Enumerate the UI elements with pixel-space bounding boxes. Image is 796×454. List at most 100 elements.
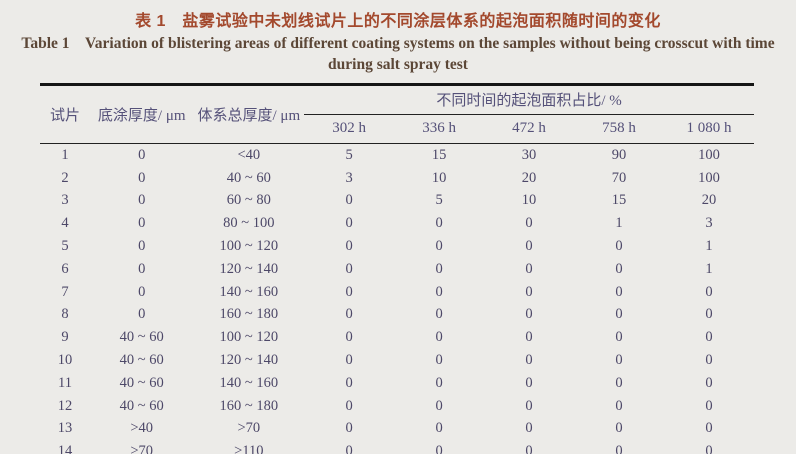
header-time-1080h: 1 080 h xyxy=(663,114,754,144)
table-title-english-line1: Table 1 Variation of blistering areas of… xyxy=(21,35,775,52)
table-cell: 0 xyxy=(435,443,443,454)
table-cell: <40 xyxy=(237,146,261,163)
table-cell: 0 xyxy=(615,260,623,277)
table-cell: 0 xyxy=(138,260,146,277)
table-cell: 5 xyxy=(61,238,69,255)
table-row: 2 0 40 ~ 60 3 10 20 70 100 xyxy=(40,167,754,190)
table-cell: 0 xyxy=(705,374,713,391)
table-cell: 100 xyxy=(698,146,720,163)
table-cell: 0 xyxy=(615,283,623,300)
header-sample: 试片 xyxy=(40,84,90,144)
table-cell: 30 xyxy=(521,146,537,163)
table-cell: 15 xyxy=(431,146,447,163)
table-cell: 0 xyxy=(525,397,533,414)
header-total-thickness: 体系总厚度/ μm xyxy=(193,84,305,144)
table-cell: 0 xyxy=(345,443,353,454)
table-row: 6 0 120 ~ 140 0 0 0 0 1 xyxy=(40,258,754,281)
table-cell: 160 ~ 180 xyxy=(219,397,279,414)
table-cell: 0 xyxy=(345,420,353,437)
table-cell: 0 xyxy=(345,192,353,209)
table-title-english-line2: during salt spray test xyxy=(328,55,468,73)
table-cell: 0 xyxy=(615,352,623,369)
table-row: 9 40 ~ 60 100 ~ 120 0 0 0 0 0 xyxy=(40,326,754,349)
table-cell: 1 xyxy=(61,146,69,163)
table-cell: 0 xyxy=(705,283,713,300)
table-cell: >40 xyxy=(130,420,154,437)
table-row: 7 0 140 ~ 160 0 0 0 0 0 xyxy=(40,281,754,304)
table-cell: 0 xyxy=(615,306,623,323)
table-cell: 0 xyxy=(525,374,533,391)
table-cell: 100 ~ 120 xyxy=(219,329,279,346)
table-row: 4 0 80 ~ 100 0 0 0 1 3 xyxy=(40,212,754,235)
table-cell: 8 xyxy=(61,306,69,323)
table-cell: 0 xyxy=(345,260,353,277)
table-cell: 10 xyxy=(431,169,447,186)
table-cell: >110 xyxy=(234,443,264,454)
table-cell: 120 ~ 140 xyxy=(219,260,279,277)
table-row: 11 40 ~ 60 140 ~ 160 0 0 0 0 0 xyxy=(40,372,754,395)
table-cell: 0 xyxy=(435,352,443,369)
table-cell: 0 xyxy=(435,420,443,437)
header-time-302h: 302 h xyxy=(304,114,395,144)
table-cell: 60 ~ 80 xyxy=(226,192,271,209)
table-cell: 2 xyxy=(61,169,69,186)
data-table-wrapper: 试片 底涂厚度/ μm 体系总厚度/ μm 不同时间的起泡面积占比/ % 302… xyxy=(40,82,754,454)
table-cell: 0 xyxy=(615,397,623,414)
table-cell: 0 xyxy=(435,329,443,346)
table-row: 14 >70 >110 0 0 0 0 0 xyxy=(40,440,754,454)
table-cell: 0 xyxy=(345,283,353,300)
table-cell: 0 xyxy=(705,443,713,454)
table-cell: 0 xyxy=(345,352,353,369)
table-cell: 0 xyxy=(525,260,533,277)
blistering-data-table: 试片 底涂厚度/ μm 体系总厚度/ μm 不同时间的起泡面积占比/ % 302… xyxy=(40,82,754,454)
table-cell: 0 xyxy=(615,329,623,346)
table-body: 1 0 <40 5 15 30 90 100 2 0 40 ~ 60 3 10 20 70 100 3 0 60 ~… xyxy=(40,143,754,454)
table-cell: 160 ~ 180 xyxy=(219,306,279,323)
table-cell: 0 xyxy=(138,283,146,300)
header-span-blistering-ratio: 不同时间的起泡面积占比/ % xyxy=(304,84,754,115)
table-cell: 1 xyxy=(615,215,623,232)
table-cell: 0 xyxy=(525,329,533,346)
table-cell: 0 xyxy=(525,238,533,255)
table-cell: 0 xyxy=(138,169,146,186)
table-cell: 40 ~ 60 xyxy=(119,397,164,414)
table-cell: 0 xyxy=(435,374,443,391)
table-cell: >70 xyxy=(237,420,261,437)
table-cell: 0 xyxy=(705,306,713,323)
table-cell: 5 xyxy=(345,146,353,163)
table-cell: 40 ~ 60 xyxy=(119,329,164,346)
header-time-472h: 472 h xyxy=(484,114,574,144)
table-cell: 20 xyxy=(521,169,537,186)
table-cell: 0 xyxy=(525,283,533,300)
table-cell: 1 xyxy=(705,260,713,277)
table-cell: 80 ~ 100 xyxy=(223,215,275,232)
table-cell: 0 xyxy=(615,420,623,437)
table-row: 1 0 <40 5 15 30 90 100 xyxy=(40,143,754,166)
table-cell: 0 xyxy=(345,215,353,232)
table-cell: 0 xyxy=(525,352,533,369)
table-cell: 4 xyxy=(61,215,69,232)
table-cell: 0 xyxy=(705,397,713,414)
table-cell: 15 xyxy=(611,192,627,209)
table-cell: 12 xyxy=(57,397,73,414)
table-cell: 3 xyxy=(345,169,353,186)
table-cell: 14 xyxy=(57,443,73,454)
table-row: 10 40 ~ 60 120 ~ 140 0 0 0 0 0 xyxy=(40,349,754,372)
table-cell: 0 xyxy=(345,306,353,323)
table-cell: 0 xyxy=(705,352,713,369)
table-cell: 0 xyxy=(345,374,353,391)
table-cell: 70 xyxy=(611,169,627,186)
table-cell: 20 xyxy=(701,192,717,209)
table-cell: 11 xyxy=(58,374,72,391)
table-cell: 0 xyxy=(435,238,443,255)
table-cell: 0 xyxy=(435,306,443,323)
table-cell: 0 xyxy=(525,420,533,437)
table-cell: 0 xyxy=(138,238,146,255)
header-time-758h: 758 h xyxy=(574,114,664,144)
table-row: 5 0 100 ~ 120 0 0 0 0 1 xyxy=(40,235,754,258)
table-cell: 13 xyxy=(57,420,73,437)
table-cell: 9 xyxy=(61,329,69,346)
table-title-chinese: 表 1 盐雾试验中未划线试片上的不同涂层体系的起泡面积随时间的变化 xyxy=(135,13,661,30)
table-cell: 140 ~ 160 xyxy=(219,283,279,300)
